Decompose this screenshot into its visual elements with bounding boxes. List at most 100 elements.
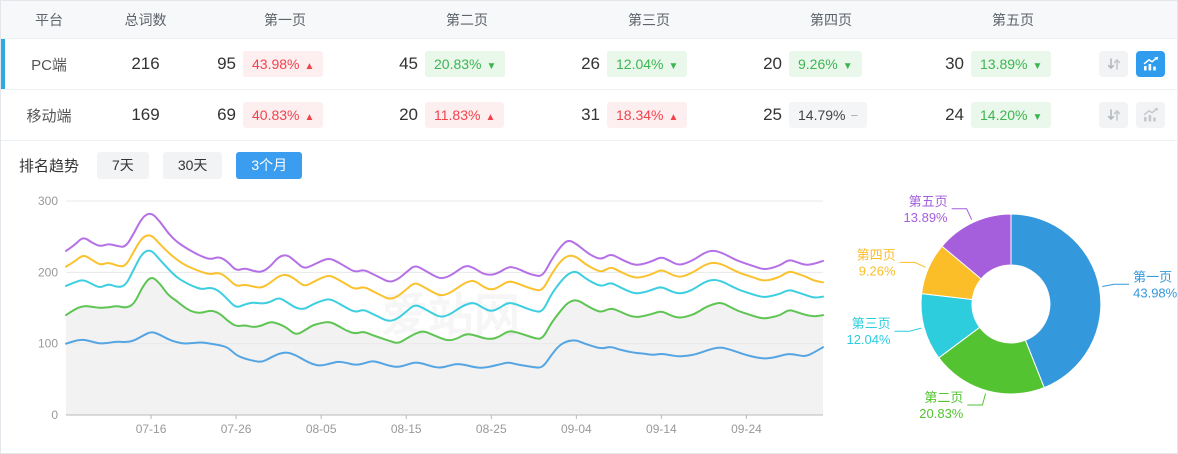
range-tab-7天[interactable]: 7天 <box>97 151 149 179</box>
trend-down-icon: ▼ <box>1032 112 1043 123</box>
percent-change-badge: 20.83% ▼ <box>425 51 506 77</box>
row-actions <box>1099 51 1177 77</box>
total-words-value: 216 <box>131 54 160 73</box>
label-line-第五页 <box>951 208 973 220</box>
label-line-第四页 <box>899 261 926 268</box>
pie-slice-第五页[interactable] <box>941 213 1012 280</box>
percent-change-badge: 12.04% ▼ <box>607 51 688 77</box>
page-count: 45 <box>399 54 418 73</box>
slice-name-label: 第二页 <box>924 390 963 405</box>
sort-button[interactable] <box>1099 51 1128 77</box>
page-count: 20 <box>763 54 782 73</box>
slice-name-label: 第三页 <box>852 316 891 331</box>
x-axis-label: 08-25 <box>476 422 507 436</box>
sort-arrows-icon <box>1107 109 1120 121</box>
x-axis-label: 09-04 <box>561 422 592 436</box>
trend-up-icon: ▲ <box>485 112 496 123</box>
column-header-7: 第五页 <box>992 11 1034 28</box>
y-axis-label: 100 <box>38 337 58 351</box>
platform-label: 移动端 <box>26 107 72 125</box>
page-1-cell: 95 43.98% ▲ <box>194 51 376 77</box>
page-2-cell: 20 11.83% ▲ <box>376 102 558 128</box>
column-header-4: 第二页 <box>446 11 488 28</box>
trend-down-icon: ▼ <box>668 61 679 72</box>
pie-slice-第一页[interactable] <box>1010 213 1102 389</box>
line-series-第四页 <box>65 234 824 300</box>
page-1-cell: 69 40.83% ▲ <box>194 102 376 128</box>
page-count: 95 <box>217 54 236 73</box>
trend-chart-icon <box>1143 107 1158 122</box>
page-4-cell: 25 14.79% − <box>740 102 922 128</box>
platform-label: PC端 <box>31 56 67 74</box>
line-series-第一页 <box>65 331 824 369</box>
show-trend-chart-button[interactable] <box>1136 102 1165 128</box>
page-count: 20 <box>399 105 418 124</box>
x-axis-label: 08-15 <box>391 422 422 436</box>
label-line-第一页 <box>1102 283 1130 287</box>
page-count: 30 <box>945 54 964 73</box>
slice-percent-label: 13.89% <box>904 210 949 225</box>
slice-percent-label: 43.98% <box>1133 285 1178 300</box>
trend-up-icon: ▲ <box>668 112 679 123</box>
x-axis-label: 07-16 <box>136 422 167 436</box>
range-tab-3个月[interactable]: 3个月 <box>236 151 303 179</box>
pie-slice-第二页[interactable] <box>938 326 1045 395</box>
line-series-第二页 <box>65 277 824 344</box>
page-count: 69 <box>217 105 236 124</box>
area-fill-第二页 <box>66 278 823 415</box>
page-count: 24 <box>945 105 964 124</box>
line-series-第五页 <box>65 212 824 283</box>
table-row-PC端[interactable]: PC端 216 95 43.98% ▲ 45 20.83% ▼ 26 12.04% ▼ 20 9.26%… <box>1 39 1177 90</box>
percent-change-badge: 40.83% ▲ <box>243 102 324 128</box>
trend-range-tabs: 7天 30天 3个月 <box>97 151 316 179</box>
column-header-5: 第三页 <box>628 11 670 28</box>
label-line-第二页 <box>967 393 987 406</box>
page-4-cell: 20 9.26% ▼ <box>740 51 922 77</box>
page-count: 26 <box>581 54 600 73</box>
trend-flat-icon: − <box>850 108 859 123</box>
column-header-2: 总词数 <box>124 11 167 28</box>
table-body: PC端 216 95 43.98% ▲ 45 20.83% ▼ 26 12.04% ▼ 20 9.26%… <box>1 39 1177 141</box>
range-tab-30天[interactable]: 30天 <box>162 151 223 179</box>
show-trend-chart-button[interactable] <box>1136 51 1165 77</box>
percent-change-badge: 14.79% − <box>789 102 868 128</box>
percent-change-badge: 11.83% ▲ <box>425 102 505 128</box>
slice-name-label: 第一页 <box>1133 269 1172 284</box>
percent-change-badge: 43.98% ▲ <box>243 51 324 77</box>
column-header-1: 平台 <box>35 11 63 28</box>
page-5-cell: 24 14.20% ▼ <box>922 102 1104 128</box>
percent-change-badge: 9.26% ▼ <box>789 51 862 77</box>
trend-up-icon: ▲ <box>304 61 315 72</box>
slice-percent-label: 9.26% <box>859 263 896 278</box>
trend-down-icon: ▼ <box>1032 61 1043 72</box>
table-row-移动端[interactable]: 移动端 169 69 40.83% ▲ 20 11.83% ▲ 31 18.34% ▲ 25 14.79… <box>1 90 1177 141</box>
column-header-3: 第一页 <box>264 11 306 28</box>
slice-name-label: 第四页 <box>857 247 896 262</box>
table-header-row: 平台 总词数 第一页 第二页 第三页 第四页 第五页 <box>1 1 1177 39</box>
percent-change-badge: 14.20% ▼ <box>971 102 1052 128</box>
y-axis-label: 200 <box>38 265 58 279</box>
page-2-cell: 45 20.83% ▼ <box>376 51 558 77</box>
x-axis-label: 07-26 <box>221 422 252 436</box>
slice-percent-label: 20.83% <box>919 406 964 421</box>
page-count: 31 <box>581 105 600 124</box>
y-axis-label: 300 <box>38 194 58 208</box>
column-header-6: 第四页 <box>810 11 852 28</box>
trend-toolbar: 排名趋势 7天 30天 3个月 <box>1 141 1177 189</box>
platform-table: 平台 总词数 第一页 第二页 第三页 第四页 第五页 PC端 216 95 43.98% ▲ 45 20… <box>1 1 1177 141</box>
trend-up-icon: ▲ <box>304 112 315 123</box>
x-axis-label: 09-14 <box>646 422 677 436</box>
watermark-text: 爱站网 <box>382 289 520 341</box>
trend-line-chart: 0 100 200 300 07-16 07-26 08-05 08-15 08-25 09-04… <box>38 194 824 436</box>
percent-change-badge: 13.89% ▼ <box>971 51 1052 77</box>
page-3-cell: 31 18.34% ▲ <box>558 102 740 128</box>
trend-title: 排名趋势 <box>19 157 80 175</box>
x-axis-label: 08-05 <box>306 422 337 436</box>
sort-button[interactable] <box>1099 102 1128 128</box>
slice-name-label: 第五页 <box>909 194 948 209</box>
line-series-第三页 <box>65 249 824 322</box>
row-actions <box>1099 102 1177 128</box>
charts-area: 0 100 200 300 07-16 07-26 08-05 08-15 08-25 09-04… <box>1 189 1177 453</box>
